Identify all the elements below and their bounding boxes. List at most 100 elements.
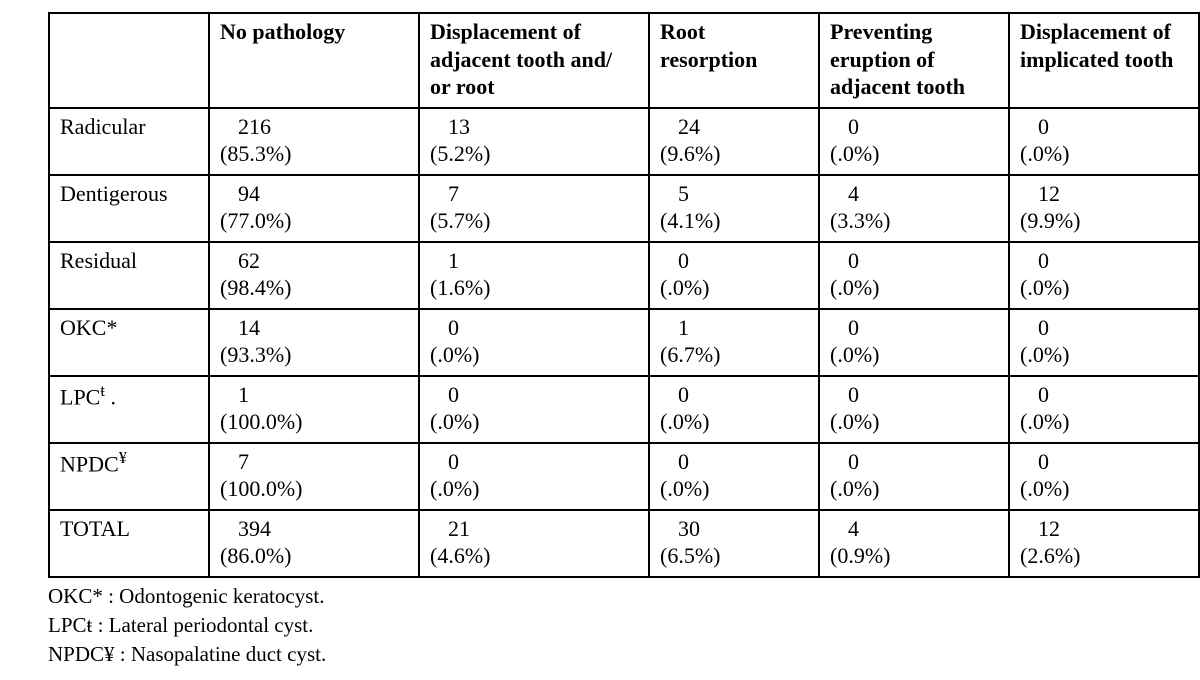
row-label: Radicular: [49, 108, 209, 175]
cell-count: 4: [830, 515, 998, 543]
cell-percent: (.0%): [830, 475, 998, 503]
cell-percent: (0.9%): [830, 542, 998, 570]
cell-percent: (5.2%): [430, 140, 638, 168]
cell-percent: (4.1%): [660, 207, 808, 235]
table-row: Dentigerous94(77.0%)7(5.7%)5(4.1%)4(3.3%…: [49, 175, 1199, 242]
cell-count: 0: [430, 314, 638, 342]
footnote-line: NPDC¥ : Nasopalatine duct cyst.: [48, 640, 1152, 669]
data-cell: 5(4.1%): [649, 175, 819, 242]
cell-count: 0: [660, 247, 808, 275]
data-cell: 1(100.0%): [209, 376, 419, 443]
data-cell: 0(.0%): [419, 443, 649, 510]
cell-count: 0: [430, 381, 638, 409]
cell-count: 0: [1020, 381, 1188, 409]
table-row: TOTAL394(86.0%)21(4.6%)30(6.5%)4(0.9%)12…: [49, 510, 1199, 577]
cell-count: 0: [830, 448, 998, 476]
cell-count: 7: [430, 180, 638, 208]
cell-percent: (.0%): [430, 408, 638, 436]
table-row: Residual62(98.4%)1(1.6%)0(.0%)0(.0%)0(.0…: [49, 242, 1199, 309]
data-cell: 0(.0%): [1009, 108, 1199, 175]
row-label: Residual: [49, 242, 209, 309]
cell-count: 1: [660, 314, 808, 342]
footnote-line: OKC* : Odontogenic keratocyst.: [48, 582, 1152, 611]
data-cell: 21(4.6%): [419, 510, 649, 577]
footnotes: OKC* : Odontogenic keratocyst.LPCŧ : Lat…: [48, 582, 1152, 670]
header-displacement-adjacent: Displacement of adjacent tooth and/ or r…: [419, 13, 649, 108]
cell-percent: (6.7%): [660, 341, 808, 369]
cell-count: 4: [830, 180, 998, 208]
header-preventing-eruption: Preventing eruption of adjacent tooth: [819, 13, 1009, 108]
header-displacement-implicated: Displacement of implicated tooth: [1009, 13, 1199, 108]
data-cell: 0(.0%): [649, 443, 819, 510]
data-cell: 0(.0%): [819, 309, 1009, 376]
data-cell: 94(77.0%): [209, 175, 419, 242]
cell-percent: (93.3%): [220, 341, 408, 369]
cell-percent: (9.6%): [660, 140, 808, 168]
cell-count: 94: [220, 180, 408, 208]
cell-percent: (.0%): [660, 274, 808, 302]
table-row: LPCŧ .1(100.0%)0(.0%)0(.0%)0(.0%)0(.0%): [49, 376, 1199, 443]
cell-count: 0: [660, 448, 808, 476]
cell-count: 14: [220, 314, 408, 342]
header-no-pathology: No pathology: [209, 13, 419, 108]
cell-count: 0: [660, 381, 808, 409]
data-cell: 394(86.0%): [209, 510, 419, 577]
cell-percent: (.0%): [1020, 274, 1188, 302]
cell-count: 0: [830, 381, 998, 409]
data-cell: 0(.0%): [1009, 443, 1199, 510]
data-cell: 24(9.6%): [649, 108, 819, 175]
row-label: TOTAL: [49, 510, 209, 577]
cell-count: 0: [830, 247, 998, 275]
header-blank: [49, 13, 209, 108]
cell-percent: (4.6%): [430, 542, 638, 570]
cell-count: 0: [1020, 314, 1188, 342]
cell-percent: (.0%): [660, 408, 808, 436]
table-row: NPDC¥7(100.0%)0(.0%)0(.0%)0(.0%)0(.0%): [49, 443, 1199, 510]
cell-percent: (.0%): [1020, 140, 1188, 168]
cell-percent: (77.0%): [220, 207, 408, 235]
cell-count: 1: [220, 381, 408, 409]
data-cell: 0(.0%): [649, 242, 819, 309]
data-cell: 0(.0%): [1009, 376, 1199, 443]
data-cell: 13(5.2%): [419, 108, 649, 175]
cell-count: 394: [220, 515, 408, 543]
data-cell: 0(.0%): [819, 108, 1009, 175]
data-cell: 0(.0%): [1009, 242, 1199, 309]
table-head: No pathology Displacement of adjacent to…: [49, 13, 1199, 108]
row-label: LPCŧ .: [49, 376, 209, 443]
data-cell: 1(1.6%): [419, 242, 649, 309]
cell-count: 5: [660, 180, 808, 208]
cell-percent: (.0%): [830, 274, 998, 302]
cell-percent: (.0%): [1020, 341, 1188, 369]
cell-percent: (100.0%): [220, 475, 408, 503]
header-row: No pathology Displacement of adjacent to…: [49, 13, 1199, 108]
cell-count: 0: [1020, 448, 1188, 476]
cell-count: 0: [830, 113, 998, 141]
cell-percent: (3.3%): [830, 207, 998, 235]
table-row: OKC*14(93.3%)0(.0%)1(6.7%)0(.0%)0(.0%): [49, 309, 1199, 376]
cell-percent: (85.3%): [220, 140, 408, 168]
cell-percent: (86.0%): [220, 542, 408, 570]
cell-count: 62: [220, 247, 408, 275]
data-cell: 0(.0%): [819, 242, 1009, 309]
cell-count: 0: [1020, 247, 1188, 275]
cell-count: 216: [220, 113, 408, 141]
data-cell: 216(85.3%): [209, 108, 419, 175]
data-cell: 7(5.7%): [419, 175, 649, 242]
data-cell: 0(.0%): [419, 309, 649, 376]
cell-percent: (6.5%): [660, 542, 808, 570]
data-cell: 0(.0%): [819, 376, 1009, 443]
cell-percent: (.0%): [830, 140, 998, 168]
cell-percent: (.0%): [1020, 475, 1188, 503]
cell-count: 13: [430, 113, 638, 141]
cell-percent: (98.4%): [220, 274, 408, 302]
cell-count: 0: [1020, 113, 1188, 141]
data-cell: 12(2.6%): [1009, 510, 1199, 577]
data-cell: 0(.0%): [649, 376, 819, 443]
data-cell: 7(100.0%): [209, 443, 419, 510]
data-cell: 0(.0%): [1009, 309, 1199, 376]
cell-count: 24: [660, 113, 808, 141]
row-label: Dentigerous: [49, 175, 209, 242]
cell-count: 12: [1020, 515, 1188, 543]
table-row: Radicular216(85.3%)13(5.2%)24(9.6%)0(.0%…: [49, 108, 1199, 175]
